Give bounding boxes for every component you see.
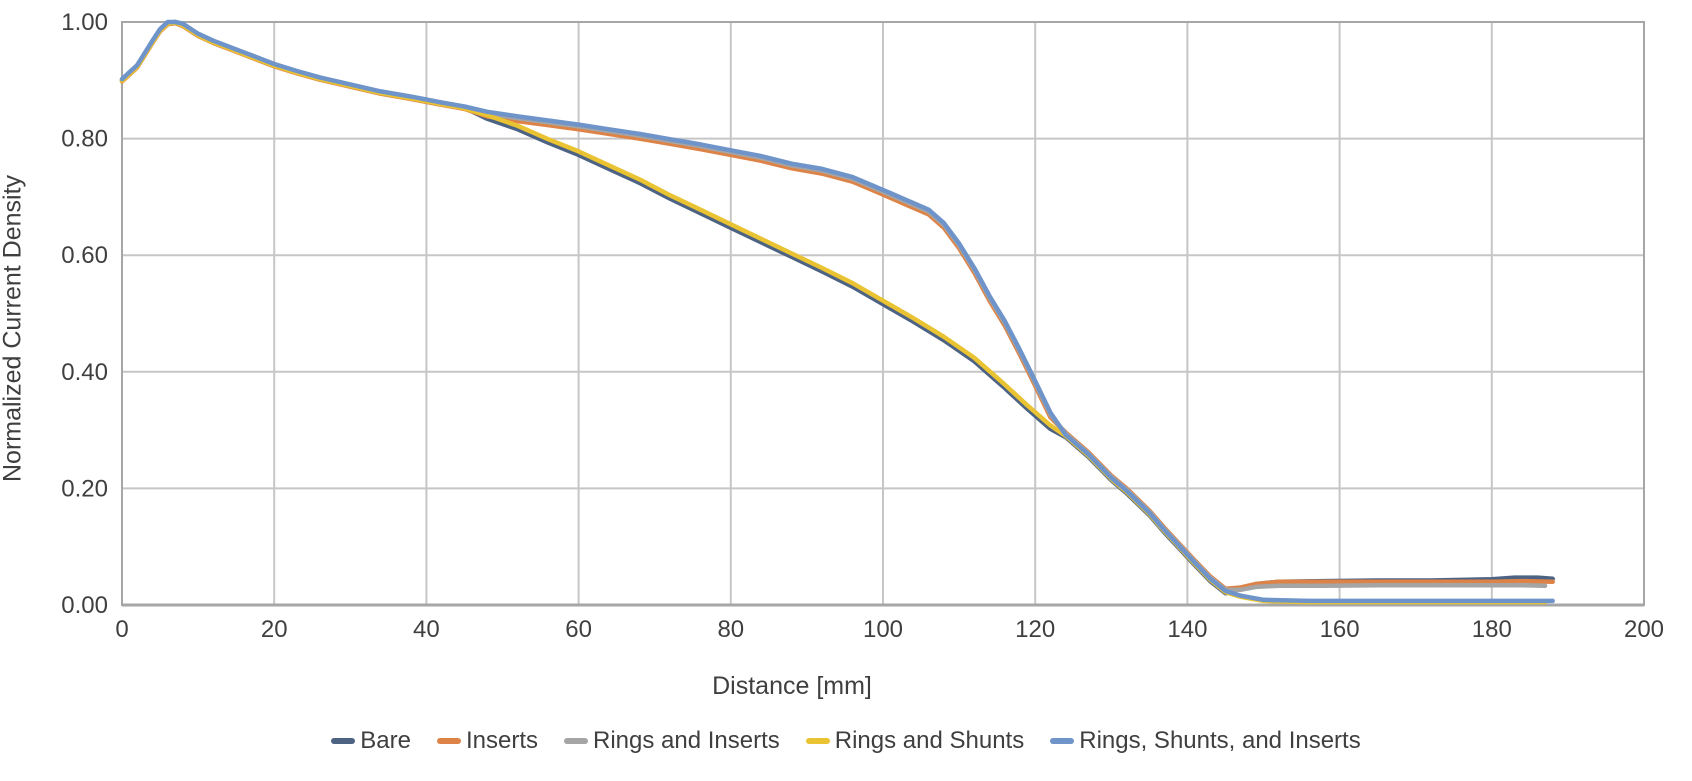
- y-tick-label: 0.00: [61, 592, 108, 619]
- series-line-bare: [119, 19, 1555, 596]
- y-tick-label: 1.00: [61, 9, 108, 36]
- y-tick-label: 0.40: [61, 359, 108, 386]
- x-tick-label: 0: [115, 616, 128, 643]
- y-tick-label: 0.20: [61, 475, 108, 502]
- chart-legend: Bare Inserts Rings and Inserts Rings and Sh…: [0, 727, 1692, 755]
- x-tick-label: 180: [1472, 616, 1512, 643]
- series-line-inserts: [119, 20, 1555, 591]
- legend-item-bare: Bare: [331, 727, 411, 755]
- x-tick-label: 40: [413, 616, 440, 643]
- series-line-rings-and-inserts: [119, 19, 1548, 593]
- y-axis-title: Normalized Current Density: [0, 174, 27, 483]
- x-tick-label: 120: [1015, 616, 1055, 643]
- legend-label: Rings and Shunts: [834, 727, 1025, 754]
- legend-label: Rings and Inserts: [593, 727, 780, 754]
- x-tick-label: 140: [1167, 616, 1207, 643]
- x-tick-label: 20: [261, 616, 288, 643]
- x-axis-title: Distance [mm]: [712, 672, 872, 700]
- legend-swatch: [805, 738, 830, 744]
- series-line-rings-and-shunts: [119, 20, 1548, 605]
- x-tick-label: 200: [1624, 616, 1664, 643]
- legend-swatch: [436, 738, 461, 744]
- legend-swatch: [331, 738, 356, 744]
- legend-swatch: [1050, 738, 1075, 744]
- legend-item-inserts: Inserts: [436, 727, 538, 755]
- x-tick-label: 80: [717, 616, 744, 643]
- y-tick-label: 0.60: [61, 242, 108, 269]
- legend-item-rings-shunts-and-inserts: Rings, Shunts, and Inserts: [1050, 727, 1361, 755]
- series-line-rings-shunts-and-inserts: [119, 19, 1555, 604]
- x-tick-label: 60: [565, 616, 592, 643]
- x-tick-label: 100: [863, 616, 903, 643]
- x-tick-label: 160: [1320, 616, 1360, 643]
- y-tick-label: 0.80: [61, 126, 108, 153]
- legend-label: Rings, Shunts, and Inserts: [1079, 727, 1361, 754]
- legend-label: Bare: [360, 727, 411, 754]
- legend-swatch: [564, 738, 588, 744]
- legend-label: Inserts: [465, 727, 538, 754]
- legend-item-rings-and-inserts: Rings and Inserts: [564, 727, 780, 755]
- legend-item-rings-and-shunts: Rings and Shunts: [805, 727, 1025, 755]
